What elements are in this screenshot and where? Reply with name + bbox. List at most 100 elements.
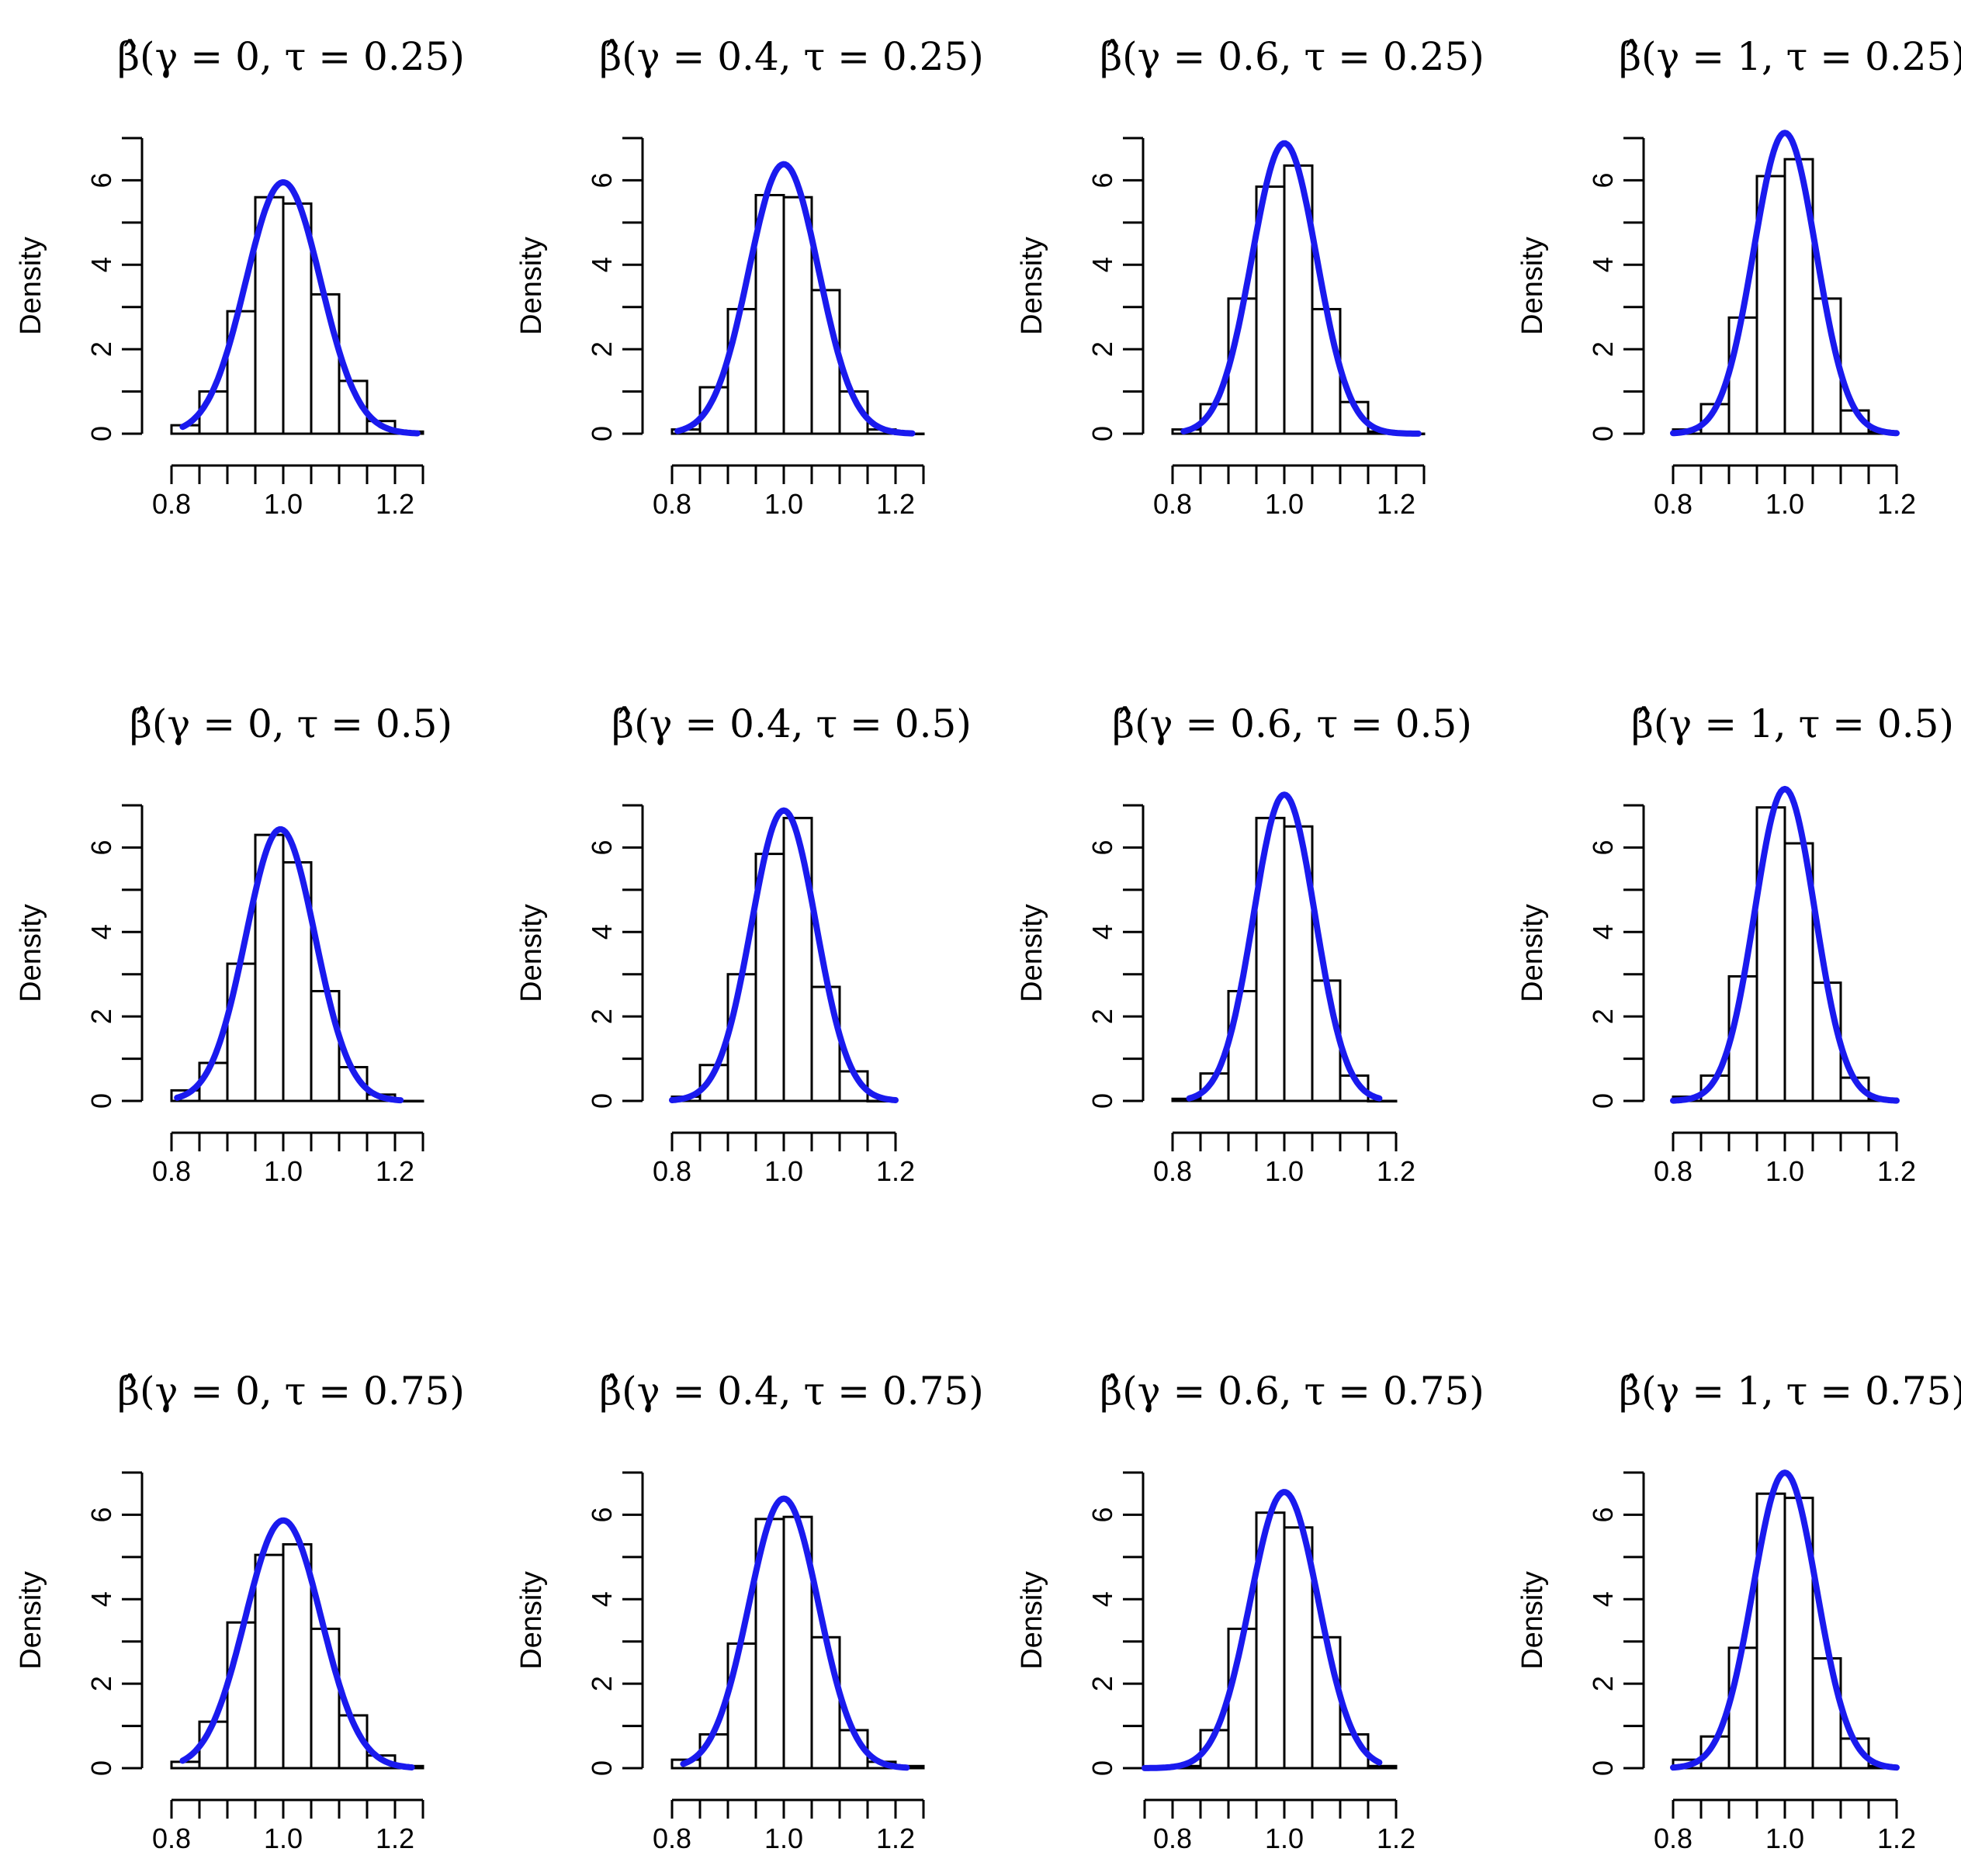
histogram-bar <box>754 193 785 435</box>
histogram-bar <box>1727 316 1758 435</box>
panel-title: β̂(γ = 1, τ = 0.5) <box>1631 701 1954 746</box>
y-tick-label: 0 <box>586 1093 618 1109</box>
density-curve <box>680 1495 910 1771</box>
x-tick-label: 0.8 <box>653 488 691 520</box>
y-tick-label: 0 <box>85 426 117 441</box>
panel-1-3: β̂(γ = 0.6, τ = 0.25) Density 0 2 4 6 0.8 1.0 1.… <box>1016 34 1485 520</box>
histogram-bar <box>1367 1099 1398 1102</box>
histogram-bar <box>1311 1635 1342 1770</box>
density-curve <box>674 161 916 437</box>
panel-3-2: β̂(γ = 0.4, τ = 0.75) Density 0 2 4 6 0.8 1.0 1.… <box>515 1369 984 1854</box>
x-tick-label: 0.8 <box>152 1822 191 1854</box>
x-tick-label: 0.8 <box>1654 1822 1692 1854</box>
y-tick-label: 4 <box>85 257 117 272</box>
panel-title: β̂(γ = 0, τ = 0.75) <box>117 1369 465 1414</box>
y-tick-label: 2 <box>1086 341 1118 357</box>
histogram-bar <box>782 196 813 435</box>
y-tick-label: 2 <box>85 1009 117 1024</box>
x-tick-label: 1.0 <box>1265 1822 1304 1854</box>
x-tick-label: 0.8 <box>1153 1822 1192 1854</box>
y-tick-label: 0 <box>1587 426 1619 441</box>
x-tick-label: 1.2 <box>1877 1155 1916 1187</box>
y-tick-label: 2 <box>1587 341 1619 357</box>
y-tick-label: 6 <box>1086 172 1118 188</box>
histogram-bar <box>726 973 757 1102</box>
y-tick-label: 4 <box>1086 924 1118 940</box>
panel-2-3: β̂(γ = 0.6, τ = 0.5) Density 0 2 4 6 0.8 1.0 1.2 <box>1016 701 1472 1187</box>
histogram-bar <box>810 985 841 1102</box>
y-tick-label: 2 <box>85 1676 117 1691</box>
y-tick-label: 6 <box>85 172 117 188</box>
y-axis-label: Density <box>515 1571 548 1670</box>
y-tick-label: 6 <box>586 1507 618 1522</box>
histogram-bar <box>282 202 313 435</box>
histogram-bar <box>254 1553 285 1770</box>
y-tick-label: 4 <box>586 924 618 940</box>
y-axis-label: Density <box>515 237 548 335</box>
density-curve <box>1670 130 1900 437</box>
panel-1-1: β̂(γ = 0, τ = 0.25) Density 0 2 4 6 0.8 1.0 1.2 <box>15 34 465 520</box>
y-tick-label: 0 <box>586 426 618 441</box>
x-tick-label: 1.2 <box>876 1155 915 1187</box>
x-tick-label: 1.0 <box>764 488 803 520</box>
density-curve <box>1186 791 1383 1102</box>
y-tick-label: 4 <box>1587 924 1619 940</box>
histogram-bar <box>310 292 341 435</box>
x-tick-label: 0.8 <box>1153 488 1192 520</box>
x-tick-label: 1.0 <box>264 1155 303 1187</box>
y-tick-label: 2 <box>1086 1676 1118 1691</box>
histogram-bar <box>754 853 785 1102</box>
density-curve <box>1180 140 1422 437</box>
x-tick-label: 1.2 <box>876 1822 915 1854</box>
x-tick-label: 0.8 <box>152 488 191 520</box>
x-tick-label: 1.2 <box>1877 1822 1916 1854</box>
y-tick-label: 6 <box>1587 1507 1619 1522</box>
x-tick-label: 1.2 <box>1877 488 1916 520</box>
histogram-bar <box>1227 989 1258 1102</box>
histogram-bar <box>1755 806 1786 1102</box>
histogram-bar <box>170 1760 201 1770</box>
y-axis-label: Density <box>1516 1571 1549 1670</box>
x-tick-label: 1.0 <box>264 488 303 520</box>
panel-2-4: β̂(γ = 1, τ = 0.5) Density 0 2 4 6 0.8 1.0 1.2 <box>1516 701 1954 1187</box>
y-tick-label: 0 <box>1086 426 1118 441</box>
y-tick-label: 6 <box>85 839 117 855</box>
panel-title: β̂(γ = 0.6, τ = 0.25) <box>1100 34 1484 79</box>
density-curve <box>1142 1489 1383 1771</box>
x-tick-label: 1.2 <box>376 1155 414 1187</box>
histogram-bar <box>1811 981 1842 1102</box>
histogram-bar <box>282 1543 313 1770</box>
panel-title: β̂(γ = 0.4, τ = 0.5) <box>612 701 972 746</box>
y-axis-label: Density <box>15 1571 47 1670</box>
density-curve <box>1670 1469 1900 1771</box>
y-tick-label: 6 <box>586 839 618 855</box>
panel-2-2: β̂(γ = 0.4, τ = 0.5) Density 0 2 4 6 0.8 1.0 1.2 <box>515 701 972 1187</box>
y-tick-label: 0 <box>1587 1093 1619 1109</box>
x-tick-label: 1.0 <box>1765 1155 1804 1187</box>
y-tick-label: 2 <box>586 1676 618 1691</box>
histogram-bar <box>1783 842 1814 1102</box>
y-axis-label: Density <box>1016 237 1048 335</box>
density-curve <box>669 807 899 1103</box>
histogram-bar <box>1727 1646 1758 1770</box>
density-curve <box>179 179 421 437</box>
y-axis-label: Density <box>515 904 548 1002</box>
y-tick-label: 4 <box>586 257 618 272</box>
panel-title: β̂(γ = 0, τ = 0.25) <box>117 34 465 79</box>
y-tick-label: 6 <box>1086 839 1118 855</box>
histogram-bar <box>310 989 341 1102</box>
x-tick-label: 1.2 <box>376 488 414 520</box>
y-tick-label: 4 <box>586 1591 618 1607</box>
x-tick-label: 1.2 <box>876 488 915 520</box>
panel-3-3: β̂(γ = 0.6, τ = 0.75) Density 0 2 4 6 0.8 1.0 1.… <box>1016 1369 1485 1854</box>
x-tick-label: 1.0 <box>1765 1822 1804 1854</box>
histogram-bar <box>1811 1656 1842 1770</box>
panel-3-1: β̂(γ = 0, τ = 0.75) Density 0 2 4 6 0.8 1.0 1.2 <box>15 1369 465 1854</box>
x-tick-label: 1.2 <box>376 1822 414 1854</box>
y-axis-label: Density <box>1016 1571 1048 1670</box>
density-curve <box>1670 785 1900 1104</box>
panel-2-1: β̂(γ = 0, τ = 0.5) Density 0 2 4 6 0.8 1.0 1.2 <box>15 701 452 1187</box>
y-axis-label: Density <box>1516 237 1549 335</box>
y-tick-label: 0 <box>1086 1093 1118 1109</box>
x-tick-label: 0.8 <box>1654 488 1692 520</box>
